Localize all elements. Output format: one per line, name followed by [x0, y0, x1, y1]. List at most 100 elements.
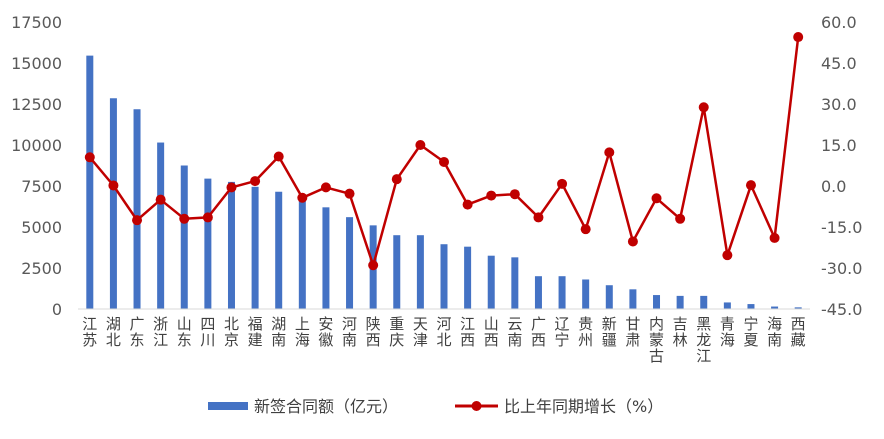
- bar-河北: [440, 244, 448, 309]
- category-label-河北: 河北: [436, 315, 451, 349]
- bar-浙江: [157, 142, 165, 309]
- category-label-江西: 江西: [460, 315, 475, 349]
- growth-point-新疆: [604, 147, 615, 158]
- growth-point-湖北: [108, 180, 119, 191]
- category-label-贵州: 贵州: [578, 315, 593, 349]
- category-label-青海: 青海: [720, 315, 735, 349]
- bar-四川: [204, 178, 212, 309]
- growth-rate-polyline: [88, 36, 800, 267]
- growth-point-云南: [509, 189, 520, 200]
- legend: 新签合同额（亿元） 比上年同期增长（%）: [208, 397, 663, 416]
- growth-point-河北: [439, 156, 449, 167]
- category-label-四川: 四川: [200, 315, 215, 349]
- growth-point-江苏: [84, 152, 95, 163]
- growth-point-贵州: [580, 224, 591, 235]
- legend-line-label: 比上年同期增长（%）: [504, 397, 663, 416]
- category-label-山东: 山东: [177, 315, 192, 349]
- right-axis-tick-label: 60.0: [821, 13, 857, 32]
- bar-山西: [487, 255, 495, 309]
- growth-point-山东: [179, 213, 190, 224]
- category-label-湖南: 湖南: [271, 315, 286, 349]
- bar-西藏: [794, 307, 802, 309]
- category-label-广西: 广西: [531, 315, 546, 349]
- bar-江苏: [86, 55, 94, 310]
- growth-point-四川: [202, 212, 213, 223]
- bar-江西: [464, 246, 472, 309]
- bar-青海: [723, 302, 731, 309]
- category-label-重庆: 重庆: [389, 315, 404, 349]
- category-label-海南: 海南: [767, 315, 782, 349]
- bar-北京: [227, 181, 235, 309]
- bar-湖南: [275, 191, 283, 309]
- category-label-新疆: 新疆: [602, 315, 617, 349]
- growth-point-江西: [462, 199, 473, 210]
- growth-point-北京: [226, 182, 237, 193]
- bar-内蒙古: [653, 295, 661, 309]
- growth-point-内蒙古: [651, 193, 662, 204]
- left-axis-tick-label: 5000: [21, 218, 62, 237]
- bar-安徽: [322, 207, 330, 309]
- right-axis-tick-label: 0.0: [821, 177, 846, 196]
- growth-point-天津: [415, 140, 426, 150]
- growth-point-上海: [297, 192, 308, 203]
- growth-rate-line: [84, 32, 804, 271]
- bar-海南: [771, 306, 779, 309]
- right-axis-tick-label: 30.0: [821, 95, 857, 114]
- left-axis-ticks: 0 2500 5000 7500 10000 12500 15000 17500: [11, 13, 62, 319]
- right-axis-tick-label: -15.0: [821, 218, 862, 237]
- category-label-吉林: 吉林: [673, 315, 688, 349]
- bar-山东: [180, 165, 188, 309]
- left-axis-tick-label: 0: [52, 300, 62, 319]
- contract-value-bars: [86, 55, 802, 310]
- growth-point-青海: [722, 250, 733, 261]
- category-label-广东: 广东: [130, 315, 145, 349]
- category-label-陕西: 陕西: [366, 315, 381, 349]
- category-label-甘肃: 甘肃: [625, 315, 640, 349]
- left-axis-tick-label: 10000: [11, 136, 62, 155]
- growth-point-甘肃: [627, 236, 638, 247]
- right-axis-ticks: -45.0 -30.0 -15.0 0.0 15.0 30.0 45.0 60.0: [821, 13, 862, 319]
- bar-黑龙江: [700, 295, 708, 309]
- category-label-内蒙古: 内蒙古: [649, 315, 664, 365]
- category-label-宁夏: 宁夏: [743, 315, 758, 349]
- growth-point-山西: [486, 190, 497, 201]
- growth-point-黑龙江: [698, 102, 709, 113]
- left-axis-tick-label: 12500: [11, 95, 62, 114]
- growth-point-辽宁: [557, 178, 568, 189]
- bar-云南: [511, 257, 519, 309]
- bar-甘肃: [629, 289, 637, 309]
- growth-point-陕西: [368, 260, 379, 271]
- left-axis-tick-label: 17500: [11, 13, 62, 32]
- bar-贵州: [582, 279, 590, 309]
- bar-新疆: [605, 285, 613, 309]
- category-label-上海: 上海: [295, 315, 310, 349]
- growth-point-广东: [132, 215, 143, 226]
- growth-point-重庆: [391, 174, 402, 185]
- category-label-云南: 云南: [507, 315, 522, 349]
- category-label-湖北: 湖北: [106, 315, 121, 349]
- bar-福建: [251, 186, 259, 309]
- category-label-山西: 山西: [484, 315, 499, 349]
- category-label-辽宁: 辽宁: [555, 315, 570, 349]
- legend-bar-swatch: [208, 402, 248, 410]
- x-axis-category-labels: 江苏湖北广东浙江山东四川北京福建湖南上海安徽河南陕西重庆天津河北江西山西云南广西…: [82, 315, 805, 365]
- growth-point-西藏: [793, 32, 804, 43]
- category-label-福建: 福建: [248, 315, 263, 349]
- growth-point-吉林: [675, 213, 686, 224]
- growth-point-福建: [250, 176, 261, 187]
- bar-广西: [534, 276, 542, 309]
- bar-宁夏: [747, 304, 755, 309]
- right-axis-tick-label: 15.0: [821, 136, 857, 155]
- category-label-西藏: 西藏: [791, 315, 806, 349]
- category-label-江苏: 江苏: [82, 315, 97, 349]
- growth-point-河南: [344, 188, 355, 199]
- category-label-浙江: 浙江: [153, 315, 168, 349]
- growth-point-浙江: [155, 194, 166, 205]
- bar-吉林: [676, 295, 684, 309]
- growth-point-宁夏: [745, 180, 756, 191]
- bar-天津: [416, 235, 424, 309]
- category-label-黑龙江: 黑龙江: [696, 315, 711, 365]
- bar-湖北: [109, 98, 117, 309]
- bar-上海: [298, 199, 306, 309]
